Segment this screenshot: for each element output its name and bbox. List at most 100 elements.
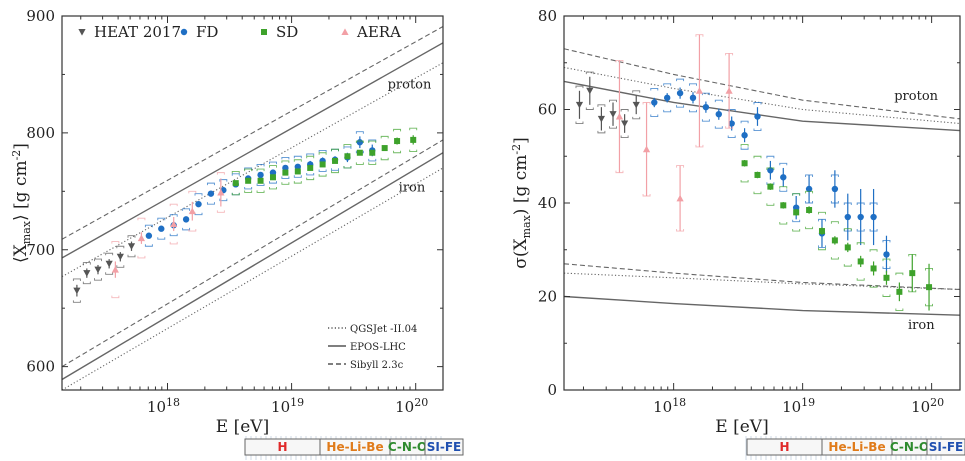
sys-bracket [676,78,685,108]
plot-frame [61,15,444,391]
model-iron-solid-line [62,152,443,381]
data-point [609,111,617,118]
model-legend-label: Sibyll 2.3c [350,360,404,371]
data-point [170,220,178,228]
sys-bracket [805,190,814,230]
data-point [410,136,417,143]
sys-bracket [169,203,178,245]
legend-label: AERA [356,23,401,41]
y-tick-label: 800 [26,124,55,142]
sys-bracket [318,149,327,172]
data-point [844,244,851,251]
data-point [883,251,890,258]
sys-bracket [169,214,178,237]
sys-bracket [714,99,723,129]
sys-bracket [779,162,788,192]
data-point [394,138,401,145]
plot-frame [563,15,961,391]
sys-bracket [632,90,641,120]
sys-bracket [393,128,402,154]
data-point [282,164,289,172]
model-proton-dashed-line [564,48,960,120]
sys-bracket [753,155,762,195]
sys-bracket [127,235,136,258]
sys-bracket [256,168,265,193]
model-iron-dotted-line [62,167,443,390]
data-point [844,213,851,221]
composition-label: He-Li-Be [828,440,885,454]
annotation-iron: iron [399,180,426,195]
model-legend-label: EPOS-LHC [350,342,406,353]
sys-bracket [219,179,228,202]
sys-bracket [753,102,762,131]
data-point [689,94,697,102]
legend-marker [180,28,188,36]
data-point [282,169,289,176]
x-tick-label: 1020 [395,396,428,416]
sys-bracket [727,109,736,138]
data-point [857,213,864,221]
series-aera [111,172,225,299]
composition-segment [424,438,464,456]
sys-bracket [157,217,166,240]
sys-bracket [269,165,277,190]
x-axis-label: E [eV] [216,417,269,437]
composition-label: SI-FE [427,440,461,454]
model-proton-solid-line [62,42,443,259]
sys-bracket [620,109,629,138]
model-iron-dashed-line [564,263,960,291]
sys-bracket [82,262,91,285]
data-point [728,120,735,127]
legend-marker [261,29,267,35]
data-point [632,101,640,109]
sys-bracket [293,155,302,178]
sys-bracket [882,258,891,297]
composition-bars: H He-Li-Be C-N-O SI-FE H He-Li-Be C-N-O SI-FE [243,436,965,460]
sys-bracket [766,167,775,206]
series-heat-2017 [575,71,641,138]
sys-bracket [597,104,606,134]
chart-sigma-xmax: 0 20 40 60 80 1018 1019 1020 E [eV] σ(Xmax) [g cm… [510,7,961,437]
data-point [642,145,651,153]
data-point [369,149,376,156]
data-point [137,234,146,242]
sys-bracket [318,152,327,177]
data-point [381,145,388,152]
sys-bracket [281,156,290,179]
y-axis-label: ⟨Xmax⟩ [g cm-2] [10,143,33,263]
model-iron-solid-line [564,295,960,316]
sys-bracket [94,258,102,281]
data-point [909,270,916,277]
sys-bracket [830,221,839,260]
sys-bracket [116,245,125,268]
x-tick-label: 1019 [782,396,815,416]
data-point [83,270,91,277]
composition-label: H [779,440,789,454]
data-point [217,188,225,196]
sys-bracket [355,140,364,165]
data-point [780,174,787,181]
y-tick-label: 20 [538,288,557,306]
x-tick-label: 1019 [271,396,304,416]
legend-label: FD [196,23,218,41]
sys-bracket [818,211,826,251]
model-iron-dotted-line [564,272,960,291]
composition-label: C-N-O [890,440,929,454]
sys-bracket [306,153,315,176]
model-proton-solid-line [564,80,960,132]
sys-bracket [137,217,146,259]
data-point [780,202,787,209]
y-tick-label: 700 [26,241,55,259]
data-point [586,87,594,95]
composition-segment [926,438,965,456]
sys-bracket [689,83,697,113]
legend-label: SD [276,23,298,41]
series-heat-2017 [72,235,136,303]
sys-bracket [231,170,240,196]
sys-bracket [380,135,389,161]
data-point [767,183,774,190]
data-point [356,149,363,156]
series-fd [650,78,891,274]
data-point [597,115,606,123]
data-point [725,87,733,94]
